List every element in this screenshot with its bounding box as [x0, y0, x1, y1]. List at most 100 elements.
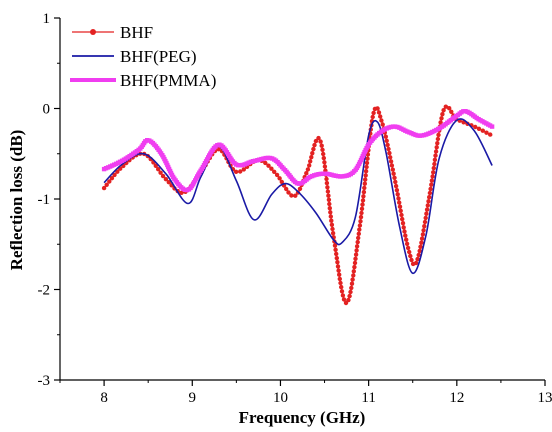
data-point: [328, 214, 333, 219]
data-point: [402, 229, 407, 234]
data-point: [358, 214, 364, 220]
data-point: [435, 136, 441, 142]
data-point: [115, 169, 120, 174]
data-point: [363, 173, 368, 178]
data-point: [433, 149, 439, 154]
data-point: [284, 186, 289, 192]
data-point: [398, 208, 403, 213]
data-point: [430, 174, 435, 179]
data-point: [289, 193, 294, 198]
data-point: [420, 232, 426, 237]
data-point: [241, 167, 246, 172]
data-point: [371, 110, 376, 116]
data-point: [347, 293, 352, 299]
legend: BHF BHF(PEG) BHF(PMMA): [70, 23, 216, 90]
data-point: [391, 171, 396, 176]
data-point: [434, 145, 439, 150]
legend-marker: [79, 78, 83, 82]
data-point: [432, 161, 437, 167]
data-point: [432, 157, 438, 162]
data-point: [431, 165, 436, 171]
data-point: [330, 226, 335, 232]
series-line: [103, 118, 493, 274]
data-point: [389, 163, 395, 168]
x-axis-title: Frequency (GHz): [239, 408, 366, 427]
data-point: [352, 264, 357, 270]
data-point: [484, 130, 489, 135]
data-point: [320, 147, 325, 152]
data-point: [337, 276, 342, 282]
data-point: [322, 160, 327, 165]
data-point: [233, 169, 239, 174]
data-point: [324, 176, 329, 182]
data-point: [109, 176, 115, 181]
data-point: [324, 180, 330, 186]
data-point: [263, 160, 268, 166]
y-tick-label: 1: [43, 11, 51, 27]
data-point: [332, 243, 338, 248]
data-point: [354, 244, 360, 249]
x-tick-label: 11: [361, 390, 375, 406]
data-point: [423, 215, 428, 221]
data-point: [363, 169, 369, 174]
data-point: [286, 190, 291, 195]
data-point: [269, 166, 274, 171]
data-point: [427, 195, 432, 200]
data-point: [476, 126, 482, 131]
data-point: [166, 180, 171, 185]
legend-marker: [94, 78, 98, 82]
data-point: [424, 207, 430, 212]
data-point: [346, 297, 351, 303]
data-point: [436, 132, 441, 138]
axes: 8 9 10 11 12 13 -3 -2 -1 0 1: [38, 11, 552, 406]
data-point: [418, 244, 423, 249]
legend-label: BHF(PEG): [120, 47, 197, 66]
data-point: [316, 135, 321, 141]
data-point: [311, 146, 316, 152]
data-point: [415, 256, 420, 262]
data-point: [449, 109, 454, 115]
data-point: [327, 201, 332, 207]
data-point: [392, 175, 397, 180]
data-point: [272, 169, 277, 174]
data-point: [365, 156, 370, 161]
data-point: [325, 189, 331, 194]
data-point: [435, 141, 440, 146]
data-point: [357, 223, 363, 228]
data-point: [422, 219, 428, 225]
data-point: [349, 285, 354, 291]
data-point: [357, 227, 362, 232]
data-point: [297, 186, 303, 191]
y-tick-label: -2: [38, 283, 51, 299]
data-point: [321, 151, 326, 157]
data-point: [319, 143, 324, 148]
data-point: [488, 132, 493, 137]
y-tick-label: -1: [38, 192, 51, 208]
data-point: [313, 138, 319, 144]
data-point: [399, 212, 404, 218]
legend-marker: [82, 78, 86, 82]
data-point: [396, 196, 401, 201]
data-point: [408, 253, 413, 259]
data-point: [393, 179, 398, 185]
legend-marker: [103, 78, 107, 82]
data-point: [318, 139, 323, 144]
data-point: [321, 155, 326, 161]
legend-marker: [112, 78, 116, 82]
data-point: [107, 179, 112, 184]
data-point: [370, 114, 375, 120]
data-point: [158, 170, 163, 175]
data-point: [279, 179, 284, 185]
data-point: [397, 200, 402, 205]
data-point: [447, 106, 452, 111]
x-tick-label: 8: [100, 390, 108, 406]
data-point: [355, 239, 360, 245]
x-tick-label: 13: [538, 390, 552, 406]
data-point: [333, 247, 338, 252]
data-point: [163, 177, 169, 182]
legend-marker: [85, 78, 89, 82]
data-point: [309, 155, 314, 160]
data-point: [329, 218, 334, 223]
x-tick-label: 9: [189, 390, 197, 406]
